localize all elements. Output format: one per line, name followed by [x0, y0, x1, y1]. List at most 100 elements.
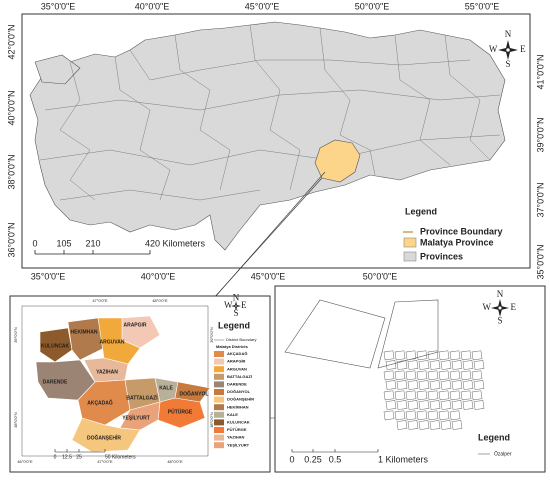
legend-swatch: [214, 404, 224, 411]
town-block: [438, 350, 450, 361]
town-blocks: [383, 350, 485, 430]
legend-item: YAZIHAN: [227, 435, 245, 440]
compass-letter: W: [224, 300, 233, 310]
scale-label: 420 Kilometers: [145, 238, 206, 248]
town-block: [394, 410, 406, 421]
province-line: [59, 61, 96, 201]
longitude-label: 46°0'0"E: [17, 459, 33, 464]
legend-swatch: [214, 434, 224, 441]
town-block: [394, 390, 406, 401]
latitude-label: 42°0'0"N: [6, 24, 16, 59]
longitude-label: 40°0'0"E: [141, 271, 176, 281]
compass-letter: E: [510, 302, 516, 312]
compass-center: [234, 304, 238, 308]
town-block: [385, 380, 397, 390]
town-block: [451, 420, 463, 430]
compass-letter: N: [497, 289, 504, 299]
district-label: YAZIHAN: [96, 369, 118, 375]
scale-label: 0: [289, 454, 294, 464]
latitude-label: 39°0'0"N: [535, 117, 545, 152]
compass-letter: S: [233, 308, 238, 318]
latitude-label: 36°0'0"N: [6, 222, 16, 257]
town-block: [385, 400, 397, 410]
province-line: [44, 89, 501, 111]
compass-letter: S: [497, 315, 502, 325]
legend-item: BATTALGAZİ: [227, 374, 252, 379]
longitude-label: 50°0'0"E: [363, 271, 398, 281]
district-label: DOĞANŞEHİR: [87, 433, 121, 441]
scale-label: 1 Kilometers: [378, 454, 429, 464]
town-block: [416, 370, 428, 381]
town-block: [429, 360, 441, 370]
scale-label: 210: [85, 238, 100, 248]
legend-swatch: [214, 389, 224, 395]
compass-letter: N: [505, 29, 512, 39]
town-block: [429, 380, 441, 390]
district-label: ARGUVAN: [100, 339, 125, 345]
town-block: [383, 410, 395, 421]
town-block: [396, 400, 408, 410]
longitude-label: 45°0'0"E: [251, 271, 286, 281]
legend-swatch: [214, 358, 224, 365]
longitude-label: 47°0'0"E: [92, 298, 108, 303]
legend-swatch: [214, 411, 224, 418]
latitude-label: 38°0'0"N: [209, 412, 214, 428]
legend-subtitle: Malatya Districts: [216, 344, 249, 349]
town-block: [440, 400, 452, 410]
town-block: [429, 400, 441, 410]
province-line: [59, 189, 261, 201]
longitude-label: 40°0'0"E: [135, 1, 170, 11]
latitude-label: 38°0'0"N: [6, 154, 16, 189]
district-dogansehir: [71, 417, 141, 453]
town-block: [418, 380, 430, 390]
town-block: [440, 360, 452, 370]
latitude-label: 35°0'0"N: [535, 244, 545, 279]
legend-item: KALE: [227, 412, 238, 417]
legend-item: DARENDE: [227, 381, 247, 386]
compass-letter: S: [505, 59, 510, 69]
town-block: [460, 350, 472, 361]
district-polygons: [35, 315, 211, 453]
district-scale-bar: [54, 449, 106, 453]
town-block: [407, 380, 419, 390]
longitude-label: 47°0'0"E: [97, 459, 113, 464]
town-block: [396, 380, 408, 390]
legend-swatch: [214, 366, 224, 373]
compass-letter: W: [489, 44, 498, 54]
town-block: [429, 420, 441, 430]
district-yesilyurt: [119, 401, 161, 431]
latitude-label: 40°0'0"N: [6, 90, 16, 125]
province-line: [114, 56, 171, 201]
legend-item: Province Boundary: [420, 226, 503, 236]
latitude-label: 37°0'0"N: [535, 182, 545, 217]
longitude-label: 50°0'0"E: [355, 1, 390, 11]
compass-center: [497, 305, 503, 311]
district-label: KALE: [159, 385, 173, 391]
town-scale-bar: [291, 449, 379, 453]
town-block: [427, 350, 439, 361]
legend-malatya-swatch: [403, 237, 417, 248]
town-block: [471, 390, 483, 401]
district-label: KULUNCAK: [41, 343, 70, 349]
town-block: [473, 360, 485, 370]
town-block: [418, 360, 430, 370]
district-label: AKÇADAĞ: [87, 398, 113, 406]
town-block: [407, 360, 419, 370]
town-block: [427, 370, 439, 381]
town-block: [405, 350, 417, 361]
town-block: [427, 390, 439, 401]
longitude-label: 35°0'0"E: [41, 1, 76, 11]
compass-letter: E: [520, 44, 526, 54]
town-block: [407, 420, 419, 430]
town-frame: [274, 285, 546, 473]
town-block: [385, 360, 397, 370]
scale-label: 0: [54, 454, 57, 460]
town-block: [440, 380, 452, 390]
compass-letter: N: [233, 292, 240, 302]
town-block: [460, 370, 472, 381]
scale-label: 25: [76, 454, 82, 460]
district-kuluncak: [39, 327, 73, 363]
legend-title: Legend: [218, 320, 250, 330]
legend-swatch: [214, 351, 224, 357]
